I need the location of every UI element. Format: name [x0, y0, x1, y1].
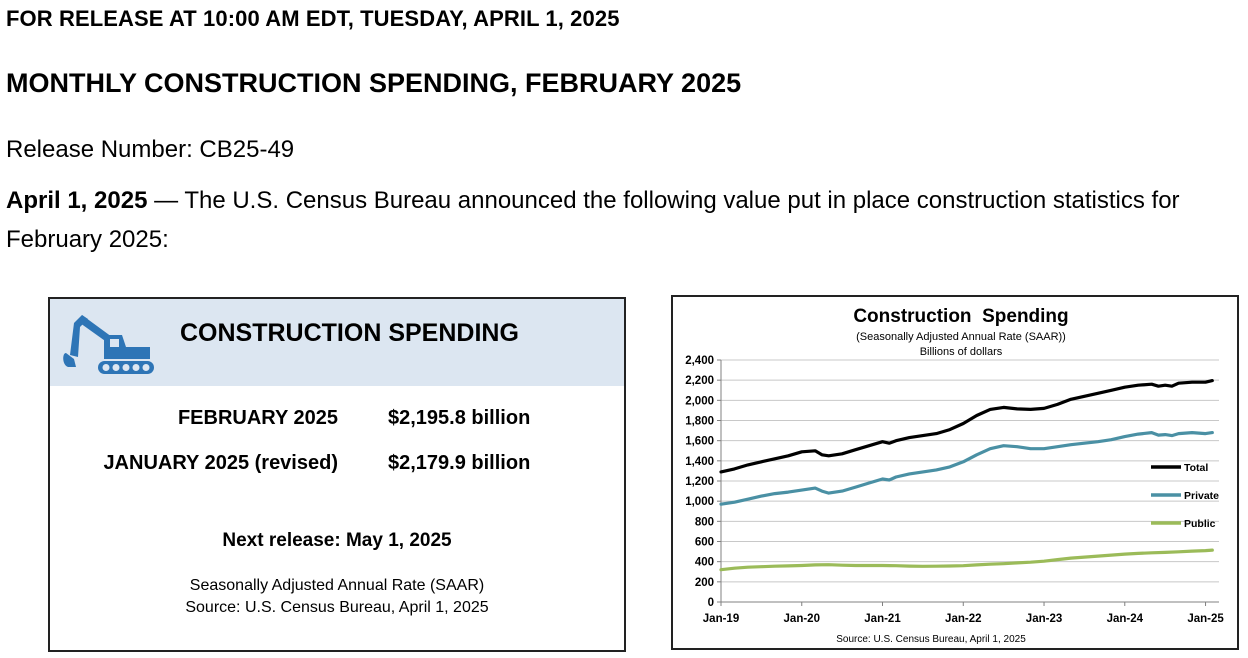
x-tick-label: Jan-21 — [864, 613, 901, 625]
legend-label-total: Total — [1184, 462, 1208, 474]
y-tick-label: 2,200 — [685, 375, 714, 387]
release-number: Release Number: CB25-49 — [6, 136, 295, 163]
y-tick-label: 1,400 — [685, 456, 714, 468]
row-label-current: FEBRUARY 2025 — [177, 407, 338, 429]
y-tick-label: 1,000 — [685, 496, 714, 508]
y-tick-label: 1,600 — [685, 436, 714, 448]
summary-header: CONSTRUCTION SPENDING — [50, 299, 624, 386]
y-tick-label: 1,200 — [685, 476, 714, 488]
release-line: FOR RELEASE AT 10:00 AM EDT, TUESDAY, AP… — [6, 6, 620, 31]
chart-box: Construction Spending (Seasonally Adjust… — [671, 295, 1239, 650]
row-label-previous: JANUARY 2025 (revised) — [103, 452, 338, 474]
y-tick-label: 0 — [708, 597, 714, 609]
x-tick-label: Jan-25 — [1187, 613, 1224, 625]
row-value-previous: $2,179.9 billion — [388, 452, 531, 474]
chart-legend: Total Private Public — [1151, 462, 1219, 530]
chart-axes: 0 200 400 600 800 1,000 1,200 1,400 1,600 1,800 2,… — [685, 355, 1224, 625]
y-tick-label: 1,800 — [685, 416, 714, 428]
y-tick-label: 200 — [695, 577, 714, 589]
x-tick-label: Jan-23 — [1026, 613, 1062, 625]
chart-subtitle-units: Billions of dollars — [920, 346, 1003, 358]
y-tick-label: 2,000 — [685, 395, 714, 407]
line-chart: Construction Spending (Seasonally Adjust… — [685, 306, 1224, 645]
chart-title: Construction Spending — [853, 306, 1068, 327]
source-note: Source: U.S. Census Bureau, April 1, 202… — [185, 599, 489, 616]
lede-text: — The U.S. Census Bureau announced the f… — [6, 187, 1180, 253]
y-tick-label: 400 — [695, 557, 714, 569]
summary-title: CONSTRUCTION SPENDING — [180, 319, 519, 347]
lede-date: April 1, 2025 — [6, 187, 148, 214]
page-title: MONTHLY CONSTRUCTION SPENDING, FEBRUARY … — [6, 68, 742, 98]
y-tick-label: 2,400 — [685, 355, 714, 367]
x-tick-label: Jan-24 — [1107, 613, 1144, 625]
legend-label-private: Private — [1184, 490, 1219, 502]
chart-grid — [721, 359, 1219, 583]
row-value-current: $2,195.8 billion — [388, 407, 531, 429]
y-tick-label: 800 — [695, 516, 714, 528]
saar-note: Seasonally Adjusted Annual Rate (SAAR) — [189, 577, 485, 594]
x-tick-label: Jan-20 — [784, 613, 820, 625]
lede-paragraph: April 1, 2025 — The U.S. Census Bureau a… — [6, 181, 1236, 259]
summary-box: CONSTRUCTION SPENDING FEBRUARY 2025 $2,1… — [48, 297, 626, 652]
next-release: Next release: May 1, 2025 — [222, 530, 452, 551]
series-line-total — [719, 379, 1214, 474]
excavator-icon — [63, 315, 154, 374]
series-line-private — [719, 431, 1214, 506]
series-line-public — [719, 548, 1214, 572]
x-tick-label: Jan-19 — [703, 613, 739, 625]
chart-source: Source: U.S. Census Bureau, April 1, 202… — [836, 634, 1026, 645]
chart-series — [719, 379, 1214, 572]
y-tick-label: 600 — [695, 537, 714, 549]
x-tick-label: Jan-22 — [945, 613, 981, 625]
legend-label-public: Public — [1184, 518, 1216, 530]
chart-subtitle: (Seasonally Adjusted Annual Rate (SAAR)) — [856, 331, 1066, 343]
